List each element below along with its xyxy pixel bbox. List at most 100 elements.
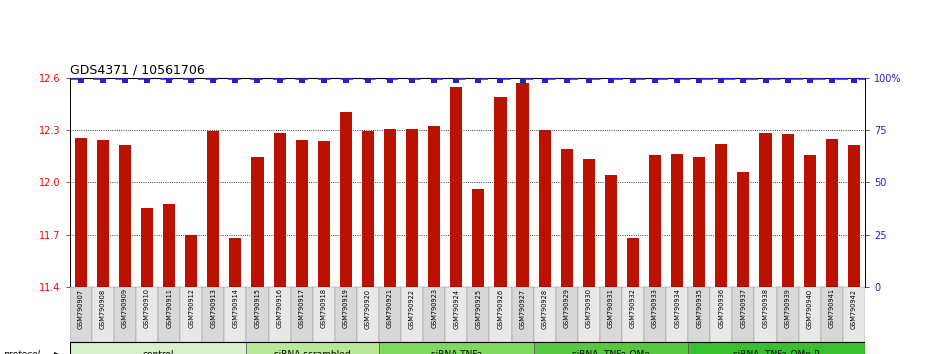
Bar: [97, 140, 109, 287]
Bar: [450, 87, 462, 287]
Text: GSM790908: GSM790908: [100, 289, 106, 329]
Bar: [666, 287, 688, 342]
Bar: [180, 287, 202, 342]
Text: siRNA  TNFa-OMe-P: siRNA TNFa-OMe-P: [733, 350, 820, 354]
Bar: [495, 97, 507, 287]
Bar: [804, 155, 816, 287]
Text: GSM790940: GSM790940: [806, 289, 813, 329]
Point: [471, 77, 485, 83]
Bar: [136, 287, 158, 342]
Bar: [583, 159, 595, 287]
Bar: [92, 287, 113, 342]
Text: GSM790926: GSM790926: [498, 289, 503, 329]
Bar: [401, 287, 423, 342]
Text: GSM790928: GSM790928: [541, 289, 548, 329]
Bar: [230, 238, 242, 287]
Bar: [335, 287, 357, 342]
Text: GSM790915: GSM790915: [255, 289, 260, 329]
Point: [316, 77, 331, 83]
Point: [824, 77, 839, 83]
Bar: [760, 133, 772, 287]
Point: [272, 77, 287, 83]
Point: [493, 77, 508, 83]
Point: [692, 77, 707, 83]
Bar: [339, 112, 352, 287]
Point: [846, 77, 861, 83]
Bar: [251, 157, 263, 287]
Bar: [141, 207, 153, 287]
Bar: [445, 287, 467, 342]
Bar: [207, 131, 219, 287]
Text: GSM790918: GSM790918: [321, 289, 326, 329]
Bar: [516, 83, 528, 287]
Text: GSM790910: GSM790910: [144, 289, 150, 329]
Text: GSM790911: GSM790911: [166, 289, 172, 328]
Point: [140, 77, 154, 83]
Text: GSM790919: GSM790919: [343, 289, 349, 328]
Point: [382, 77, 397, 83]
Point: [294, 77, 309, 83]
Bar: [246, 287, 269, 342]
Point: [206, 77, 220, 83]
Bar: [379, 342, 534, 354]
Bar: [163, 204, 175, 287]
Text: GSM790912: GSM790912: [188, 289, 194, 329]
Point: [714, 77, 729, 83]
Bar: [754, 287, 777, 342]
Bar: [203, 287, 224, 342]
Bar: [318, 141, 330, 287]
Bar: [273, 133, 286, 287]
Point: [361, 77, 376, 83]
Bar: [224, 287, 246, 342]
Text: GSM790942: GSM790942: [851, 289, 857, 329]
Text: GSM790939: GSM790939: [785, 289, 790, 328]
Bar: [671, 154, 684, 287]
Bar: [737, 172, 750, 287]
Bar: [512, 287, 534, 342]
Point: [780, 77, 795, 83]
Text: GSM790913: GSM790913: [210, 289, 217, 328]
Text: GSM790927: GSM790927: [520, 289, 525, 329]
Text: GSM790932: GSM790932: [630, 289, 636, 329]
Bar: [428, 126, 440, 287]
Text: control: control: [142, 350, 174, 354]
Text: GSM790938: GSM790938: [763, 289, 768, 329]
Point: [228, 77, 243, 83]
Point: [647, 77, 662, 83]
Bar: [379, 287, 401, 342]
Text: GSM790933: GSM790933: [652, 289, 658, 328]
Bar: [538, 130, 551, 287]
Text: siRNA  TNFa-OMe: siRNA TNFa-OMe: [572, 350, 650, 354]
Bar: [119, 145, 131, 287]
Text: GSM790917: GSM790917: [299, 289, 305, 329]
Bar: [578, 287, 600, 342]
Bar: [534, 287, 555, 342]
Bar: [467, 287, 489, 342]
Bar: [312, 287, 335, 342]
Text: GSM790922: GSM790922: [409, 289, 415, 329]
Point: [626, 77, 641, 83]
Bar: [843, 287, 865, 342]
Point: [73, 77, 88, 83]
Bar: [489, 287, 512, 342]
Text: GSM790935: GSM790935: [697, 289, 702, 329]
Bar: [622, 287, 644, 342]
Bar: [781, 135, 793, 287]
Bar: [604, 175, 617, 287]
Text: GSM790921: GSM790921: [387, 289, 393, 329]
Bar: [406, 129, 419, 287]
Point: [405, 77, 419, 83]
Text: siRNA TNFa: siRNA TNFa: [431, 350, 482, 354]
Bar: [269, 287, 290, 342]
Point: [581, 77, 596, 83]
Bar: [693, 157, 705, 287]
Bar: [688, 287, 711, 342]
Text: GSM790936: GSM790936: [718, 289, 724, 329]
Bar: [711, 287, 733, 342]
Bar: [649, 155, 661, 287]
Bar: [848, 145, 860, 287]
Bar: [799, 287, 820, 342]
Text: ▶: ▶: [54, 350, 60, 354]
Text: GSM790934: GSM790934: [674, 289, 680, 329]
Text: protocol: protocol: [3, 350, 40, 354]
